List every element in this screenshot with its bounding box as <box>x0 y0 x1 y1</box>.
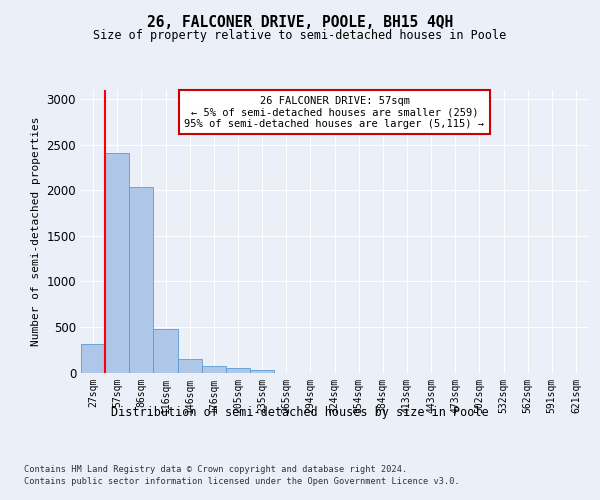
Text: Contains public sector information licensed under the Open Government Licence v3: Contains public sector information licen… <box>24 476 460 486</box>
Bar <box>129 187 154 372</box>
Text: Distribution of semi-detached houses by size in Poole: Distribution of semi-detached houses by … <box>111 406 489 419</box>
Bar <box>250 370 274 372</box>
Y-axis label: Number of semi-detached properties: Number of semi-detached properties <box>31 116 41 346</box>
Bar <box>178 360 202 372</box>
Bar <box>202 366 226 372</box>
Text: 26 FALCONER DRIVE: 57sqm
← 5% of semi-detached houses are smaller (259)
95% of s: 26 FALCONER DRIVE: 57sqm ← 5% of semi-de… <box>185 96 485 129</box>
Bar <box>81 344 105 372</box>
Text: 26, FALCONER DRIVE, POOLE, BH15 4QH: 26, FALCONER DRIVE, POOLE, BH15 4QH <box>147 15 453 30</box>
Bar <box>154 329 178 372</box>
Text: Contains HM Land Registry data © Crown copyright and database right 2024.: Contains HM Land Registry data © Crown c… <box>24 466 407 474</box>
Bar <box>105 153 129 372</box>
Text: Size of property relative to semi-detached houses in Poole: Size of property relative to semi-detach… <box>94 28 506 42</box>
Bar <box>226 368 250 372</box>
